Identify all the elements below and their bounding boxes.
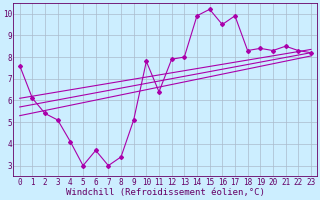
X-axis label: Windchill (Refroidissement éolien,°C): Windchill (Refroidissement éolien,°C) [66,188,265,197]
